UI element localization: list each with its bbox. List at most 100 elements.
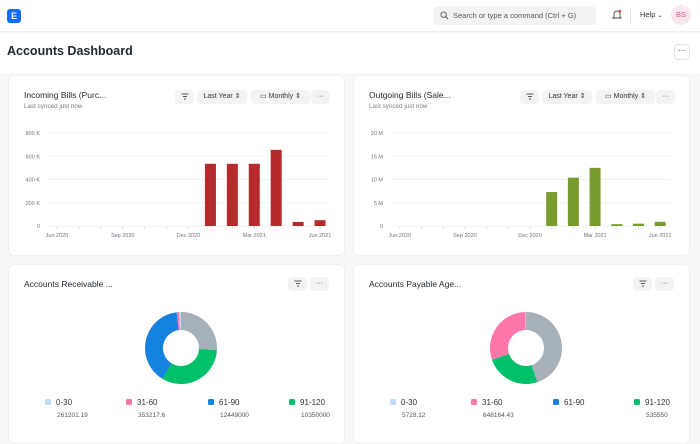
calendar-icon: ▭ [605, 93, 614, 100]
filter-button[interactable] [175, 90, 194, 104]
x-tick-label: Sep 2020 [111, 233, 135, 239]
accounts-receivable-card [8, 264, 345, 444]
filter-button[interactable] [288, 277, 307, 291]
divider [630, 9, 631, 24]
help-label: Help [640, 10, 656, 19]
legend-value: 261201.19 [57, 412, 88, 419]
bar-jan-2021[interactable] [204, 163, 216, 226]
y-tick-label: 10 M [371, 178, 384, 184]
donut-slice[interactable] [525, 312, 526, 331]
time-range-select[interactable]: Last Year ⇕ [197, 90, 247, 104]
search-bar[interactable]: Search or type a command (Ctrl + G) [433, 6, 596, 25]
legend-swatch [553, 399, 559, 405]
legend-swatch [634, 399, 640, 405]
notification-bell-icon[interactable] [612, 9, 622, 21]
bar-chart: 0 200 K 400 K 600 K 800 K Jun 2020 Sep 2020 Dec… [26, 131, 332, 239]
filter-icon [526, 93, 533, 100]
help-dropdown[interactable]: Help ⌄ [640, 10, 663, 19]
legend-swatch [208, 399, 214, 405]
bar-chart: 0 5 M 10 M 15 M 20 M Jun 2020 Sep 2020 Dec 2020… [371, 131, 672, 239]
donut-chart [145, 312, 217, 384]
legend-swatch [126, 399, 132, 405]
donut-slice[interactable] [145, 312, 179, 379]
bar-feb-2021[interactable] [567, 177, 579, 226]
avatar[interactable]: BS [671, 5, 691, 25]
y-tick-label: 15 M [371, 154, 384, 160]
legend-item: 61-90 [208, 398, 239, 407]
y-tick-label: 200 K [26, 201, 41, 207]
y-tick-label: 800 K [26, 131, 41, 137]
bar-feb-2021[interactable] [226, 163, 238, 226]
donut-slice[interactable] [179, 312, 181, 331]
legend-swatch [390, 399, 396, 405]
bar-apr-2021[interactable] [611, 224, 623, 226]
bar-may-2021[interactable] [632, 223, 644, 226]
filter-icon [181, 93, 188, 100]
filter-button[interactable] [520, 90, 539, 104]
bar-may-2021[interactable] [292, 221, 304, 226]
donut-slice[interactable] [162, 349, 217, 384]
interval-select[interactable]: ▭ Monthly ⇕ [596, 90, 655, 104]
calendar-icon: ▭ [260, 93, 269, 100]
card-more-button[interactable]: ··· [656, 90, 675, 104]
legend-label: 61-90 [219, 398, 240, 407]
donut-slice[interactable] [181, 312, 217, 351]
legend-label: 31-60 [137, 398, 158, 407]
y-tick-label: 400 K [26, 178, 41, 184]
legend-value: 12449000 [220, 412, 249, 419]
x-tick-label: Mar 2021 [583, 233, 606, 239]
select-arrows-icon: ⇕ [293, 93, 301, 100]
donut-slice[interactable] [491, 353, 538, 384]
card-title: Incoming Bills (Purc... [24, 90, 107, 100]
select-arrows-icon: ⇕ [232, 93, 241, 100]
bar-mar-2021[interactable] [589, 167, 601, 226]
card-more-button[interactable]: ··· [310, 277, 329, 291]
chevron-down-icon: ⌄ [657, 13, 663, 19]
legend-item: 31-60 [126, 398, 157, 407]
card-more-button[interactable]: ··· [311, 90, 330, 104]
legend-label: 31-60 [482, 398, 503, 407]
time-range-value: Last Year [203, 93, 233, 100]
time-range-select[interactable]: Last Year ⇕ [542, 90, 592, 104]
x-tick-label: Sep 2020 [453, 233, 477, 239]
legend-item: 91-120 [289, 398, 325, 407]
legend-value: 353217.6 [138, 412, 166, 419]
donut-slice[interactable] [176, 312, 181, 331]
page-more-button[interactable]: ··· [674, 44, 690, 60]
bar-jan-2021[interactable] [546, 192, 558, 226]
x-tick-label: Dec 2020 [518, 233, 542, 239]
filter-icon [294, 280, 301, 287]
filter-icon [639, 280, 646, 287]
x-tick-label: Jun 2020 [46, 233, 69, 239]
interval-select[interactable]: ▭ Monthly ⇕ [251, 90, 310, 104]
donut-slice[interactable] [490, 312, 526, 360]
x-tick-label: Dec 2020 [177, 233, 201, 239]
legend-swatch [45, 399, 51, 405]
x-tick-label: Jun 2021 [309, 233, 332, 239]
card-more-button[interactable]: ··· [655, 277, 674, 291]
page-title: Accounts Dashboard [7, 44, 133, 58]
legend-item: 61-90 [553, 398, 584, 407]
accounts-payable-card [353, 264, 690, 444]
legend-label: 0-30 [56, 398, 73, 407]
y-tick-label: 0 [37, 224, 40, 230]
card-title: Accounts Receivable ... [24, 279, 113, 289]
x-tick-label: Jun 2020 [389, 233, 412, 239]
legend-value: 10350000 [301, 412, 330, 419]
legend-item: 0-30 [390, 398, 417, 407]
bar-apr-2021[interactable] [270, 149, 282, 226]
legend-value: 535550 [646, 412, 668, 419]
search-icon [440, 11, 449, 20]
x-tick-label: Jun 2021 [649, 233, 672, 239]
legend-item: 31-60 [471, 398, 502, 407]
app-logo[interactable]: E [7, 9, 21, 23]
card-title: Outgoing Bills (Sale... [369, 90, 451, 100]
bar-jun-2021[interactable] [314, 220, 326, 226]
donut-chart [490, 312, 562, 384]
interval-value: Monthly [268, 93, 294, 100]
filter-button[interactable] [633, 277, 652, 291]
donut-slice[interactable] [526, 312, 562, 383]
bar-mar-2021[interactable] [248, 163, 260, 226]
bar-jun-2021[interactable] [654, 221, 666, 226]
select-arrows-icon: ⇕ [577, 93, 586, 100]
